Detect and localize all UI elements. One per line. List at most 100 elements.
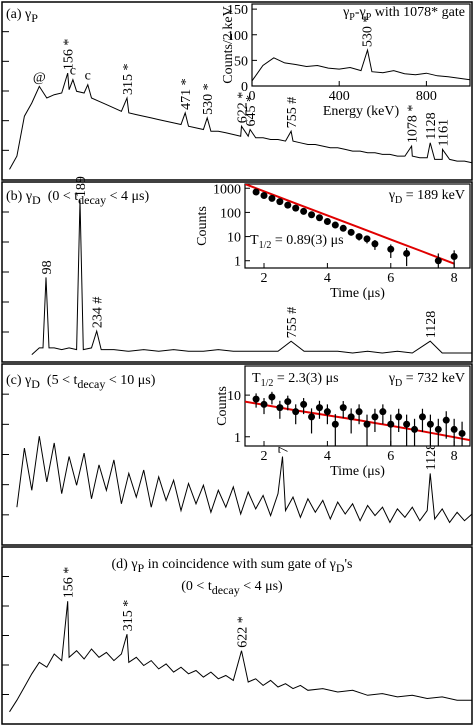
inset-label-segment: = 732 keV xyxy=(402,371,465,386)
peak-label: 189 xyxy=(74,176,89,197)
peak-label: 471 * xyxy=(179,78,194,110)
panel-title-segment: (5 < t xyxy=(40,373,78,388)
peak-label: 755 # xyxy=(285,307,300,339)
y-tick-label: 100 xyxy=(227,29,248,44)
data-point xyxy=(339,404,347,412)
data-point xyxy=(276,404,284,412)
inset-label-segment: γ xyxy=(342,5,349,20)
data-point xyxy=(395,413,403,421)
data-point xyxy=(450,425,458,433)
data-point xyxy=(292,408,300,416)
y-tick-label: 10 xyxy=(227,389,241,404)
inset-label-segment: γ xyxy=(388,371,395,386)
peak-label: 622 * xyxy=(235,616,250,648)
spectrum-line xyxy=(9,72,473,170)
peak-label: 1128 xyxy=(424,311,439,338)
data-point xyxy=(458,429,466,437)
inset-plot xyxy=(245,184,458,268)
peak-label: 234 # xyxy=(91,297,106,329)
data-point xyxy=(292,204,300,212)
y-axis-label: Counts xyxy=(215,386,230,426)
peak-label: 1128 xyxy=(424,112,439,139)
y-tick-label: 1 xyxy=(234,255,241,270)
peak-label: 1161 xyxy=(437,119,452,146)
inset-plot xyxy=(245,391,470,446)
data-point xyxy=(347,413,355,421)
peak-label: @ xyxy=(33,70,46,85)
inset-label-segment: with 1078* gate xyxy=(371,5,465,20)
peak-label: 156 * xyxy=(62,39,77,71)
data-point xyxy=(418,413,426,421)
data-point xyxy=(442,416,450,424)
data-point xyxy=(363,235,371,243)
data-point xyxy=(331,221,339,229)
data-point xyxy=(268,393,276,401)
fit-label-segment: 1/2 xyxy=(261,378,274,389)
panel-title-segment: D xyxy=(32,193,41,207)
y-tick-label: 0 xyxy=(241,80,248,95)
y-tick-label: 150 xyxy=(227,3,248,18)
data-point xyxy=(434,257,442,265)
peak-label: 622 * xyxy=(235,92,250,124)
data-point xyxy=(300,400,308,408)
data-point xyxy=(411,425,419,433)
data-point xyxy=(371,413,379,421)
fit-label: T1/2 = 0.89(3) μs xyxy=(250,233,344,251)
peak-label: 530 * xyxy=(361,16,376,48)
panel-title-segment: P xyxy=(31,11,38,25)
panel-title-segment: D xyxy=(31,377,40,391)
data-point xyxy=(308,413,316,421)
data-point xyxy=(252,395,260,403)
inset-label-segment: γ xyxy=(388,188,395,203)
data-point xyxy=(387,420,395,428)
x-tick-label: 2 xyxy=(261,271,268,286)
peak-label: 1128 xyxy=(424,443,439,470)
panel-title-segment: decay xyxy=(77,377,105,391)
x-tick-label: 0 xyxy=(249,89,256,104)
data-point xyxy=(379,408,387,416)
inset-label-segment: D xyxy=(395,195,402,206)
x-axis-label: Time (μs) xyxy=(330,286,385,301)
inset-label: γD = 732 keV xyxy=(388,371,465,389)
spectrum-line xyxy=(31,200,472,355)
inset-frame xyxy=(251,3,471,87)
panel-title: (b) γD (0 < tdecay < 4 μs) xyxy=(6,189,149,207)
peak-label: 98 xyxy=(40,260,55,274)
data-point xyxy=(403,420,411,428)
fit-label-segment: = 2.3(3) μs xyxy=(273,371,338,386)
data-point xyxy=(387,245,395,253)
data-point xyxy=(315,214,323,222)
peak-label: 315 * xyxy=(121,63,136,95)
peak-label: 530 * xyxy=(201,83,216,115)
data-point xyxy=(450,252,458,260)
data-point xyxy=(434,425,442,433)
x-axis-label: Time (μs) xyxy=(330,464,385,479)
data-point xyxy=(315,404,323,412)
data-point xyxy=(363,420,371,428)
inset-spectrum xyxy=(252,48,470,82)
fit-label-segment: T xyxy=(250,233,259,248)
y-tick-label: 10 xyxy=(227,231,241,246)
data-point xyxy=(347,228,355,236)
data-point xyxy=(284,398,292,406)
inset-label: γP-γP with 1078* gate xyxy=(342,5,465,23)
inset-plot xyxy=(252,48,470,82)
panel-title-segment: (d) γ xyxy=(112,557,138,572)
peak-label: c xyxy=(70,64,76,79)
y-axis-label: Counts/2 keV xyxy=(221,6,236,83)
panel-title-segment: < 4 μs) xyxy=(240,579,283,594)
inset-label: γD = 189 keV xyxy=(388,188,465,206)
data-point xyxy=(426,420,434,428)
panel-title: (d) γP in coincidence with sum gate of γ… xyxy=(112,557,353,575)
peak-label: 156 * xyxy=(62,567,77,599)
fit-label-segment: 1/2 xyxy=(259,240,272,251)
panel-title-segment: (0 < t xyxy=(41,189,79,204)
panel-title: (c) γD (5 < tdecay < 10 μs) xyxy=(6,373,156,391)
panel-title-segment: < 10 μs) xyxy=(105,373,155,388)
y-tick-label: 50 xyxy=(234,54,248,69)
data-point xyxy=(268,194,276,202)
inset-label-segment: D xyxy=(395,378,402,389)
panel-title-segment: P xyxy=(138,561,145,575)
x-tick-label: 8 xyxy=(451,271,458,286)
